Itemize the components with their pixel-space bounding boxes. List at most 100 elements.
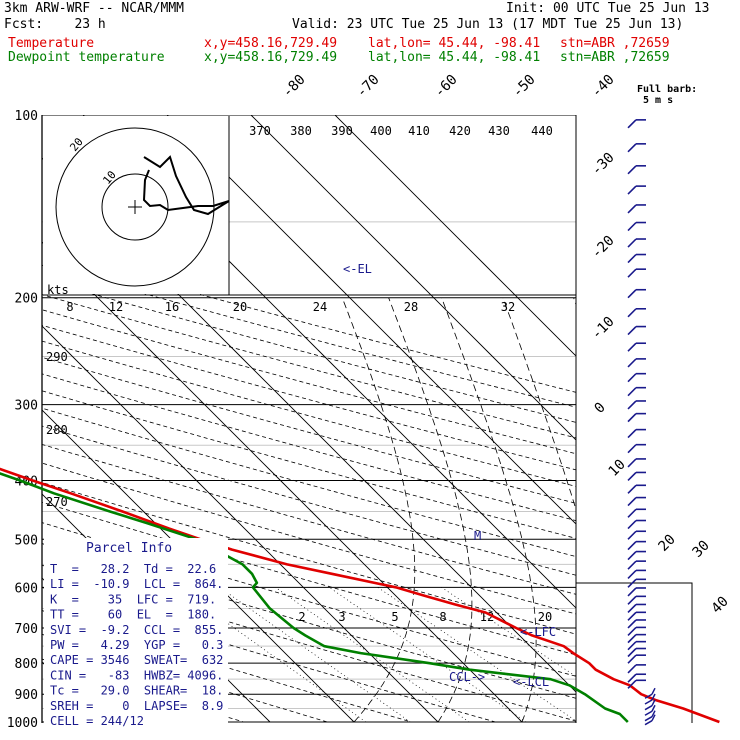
model-title: 3km ARW-WRF -- NCAR/MMM — [4, 1, 185, 16]
isotherm-label: -20 — [589, 233, 618, 262]
wind-barb-staff — [627, 444, 637, 454]
wind-barb-staff — [627, 238, 637, 248]
isotherm — [166, 115, 576, 525]
parcel-row: CELL = 244/12 — [50, 714, 144, 728]
wind-barb — [627, 578, 646, 588]
pressure-tick-label: 500 — [15, 533, 38, 548]
annotation-label: <-LFC — [520, 625, 556, 639]
annotations: <-EL <-LFC <-LCL CCL-> M — [343, 262, 556, 689]
wind-barb-staff — [627, 603, 637, 614]
isotherm — [42, 241, 523, 723]
dry-adiabat — [42, 279, 576, 423]
wind-barb — [627, 268, 646, 278]
wind-barb-staff — [627, 253, 637, 264]
wind-barb-staff — [627, 611, 637, 621]
isotherm — [250, 115, 576, 441]
wind-barb-staff — [627, 471, 637, 482]
parcel-row: Tc = 29.0 SHEAR= 18. — [50, 684, 223, 698]
wind-barb-staff — [627, 268, 637, 278]
temperature-latlon: lat,lon= 45.44, -98.41 — [368, 36, 541, 51]
wind-barb-staff — [627, 165, 637, 175]
wind-barb — [627, 647, 646, 658]
wind-barb-staff — [627, 664, 637, 674]
wind-barb-staff — [627, 626, 637, 636]
wind-barb-staff — [644, 699, 653, 705]
dry-adiabat — [42, 587, 496, 723]
wind-barb-flag — [651, 710, 656, 718]
wind-barb-staff — [627, 413, 637, 423]
dry-adiabat — [42, 610, 412, 723]
wind-barb — [627, 221, 646, 232]
wind-barb-staff — [644, 705, 653, 711]
theta-label: 410 — [408, 124, 430, 138]
mixing-ratio-label: 8 — [439, 610, 446, 624]
moist-adiabat — [502, 297, 576, 511]
annotation-label: <-EL — [343, 262, 372, 276]
wind-barb — [627, 679, 646, 689]
hodo-speed-label: 16 — [165, 300, 179, 314]
wind-barb-staff — [627, 647, 637, 658]
mixing-ratio-label: 2 — [298, 610, 305, 624]
theta-label: 270 — [46, 495, 68, 509]
wind-barb-staff — [627, 619, 637, 629]
wind-barb-staff — [627, 550, 637, 561]
wind-barb — [627, 603, 646, 614]
wind-barb — [627, 400, 646, 410]
parcel-row: CIN = -83 HWBZ= 4096. — [50, 668, 223, 682]
isotherm-label: 30 — [690, 538, 713, 561]
wind-barb — [627, 143, 646, 153]
isotherm-label: 10 — [606, 457, 629, 480]
wind-barb — [627, 386, 646, 397]
wind-barb — [644, 699, 656, 711]
parcel-info-box: Parcel Info T = 28.2 Td = 22.6LI = -10.9… — [44, 538, 228, 728]
theta-label: 390 — [331, 124, 353, 138]
wind-barb — [627, 428, 646, 439]
wind-barb — [627, 238, 646, 248]
wind-barb — [644, 714, 656, 726]
hodo-speed-label: 32 — [501, 300, 515, 314]
wind-barb — [627, 325, 646, 336]
dry-adiabat — [42, 425, 576, 576]
wind-barb-staff — [627, 342, 637, 352]
pressure-tick-label: 100 — [15, 109, 38, 124]
wind-barb — [627, 185, 646, 195]
wind-barb — [627, 165, 646, 175]
wind-barb-staff — [627, 508, 637, 518]
wind-barb — [627, 569, 646, 579]
wind-barb-staff — [627, 560, 637, 570]
wind-barb — [627, 619, 646, 629]
mixing-ratio-label: 3 — [338, 610, 345, 624]
moist-adiabat — [388, 297, 473, 723]
hodo-trace — [142, 155, 230, 216]
wind-barb — [627, 654, 646, 664]
wind-barb — [627, 626, 646, 636]
barb-legend-label: Full barb: — [637, 84, 697, 95]
dry-adiabat — [42, 482, 576, 635]
sounding-lines — [0, 467, 720, 724]
theta-label: 280 — [46, 423, 68, 437]
wind-barb-staff — [644, 720, 653, 726]
wind-barb — [627, 307, 646, 318]
wind-barb-staff — [627, 119, 637, 129]
wind-barb — [627, 443, 646, 454]
wind-barb-flag — [651, 699, 656, 707]
annotation-label: <-LCL — [513, 675, 549, 689]
parcel-title: Parcel Info — [86, 541, 172, 556]
parcel-row: SVI = -9.2 CCL = 855. — [50, 623, 223, 637]
wind-barb-staff — [627, 541, 637, 551]
parcel-row: T = 28.2 Td = 22.6 — [50, 562, 216, 576]
barb-frame — [576, 582, 693, 723]
wind-barb — [627, 673, 646, 683]
wind-barb-staff — [627, 387, 637, 397]
parcel-row: PW = 4.29 YGP = 0.3 — [50, 638, 223, 652]
wind-barb — [627, 484, 646, 494]
dewpoint-station: stn=ABR ,72659 — [560, 50, 670, 65]
wind-barb-staff — [627, 221, 637, 232]
wind-barb — [627, 119, 646, 129]
wind-barb — [627, 372, 646, 383]
wind-barb-staff — [627, 497, 637, 507]
wind-barb-staff — [627, 679, 637, 689]
theta-label: 420 — [449, 124, 471, 138]
